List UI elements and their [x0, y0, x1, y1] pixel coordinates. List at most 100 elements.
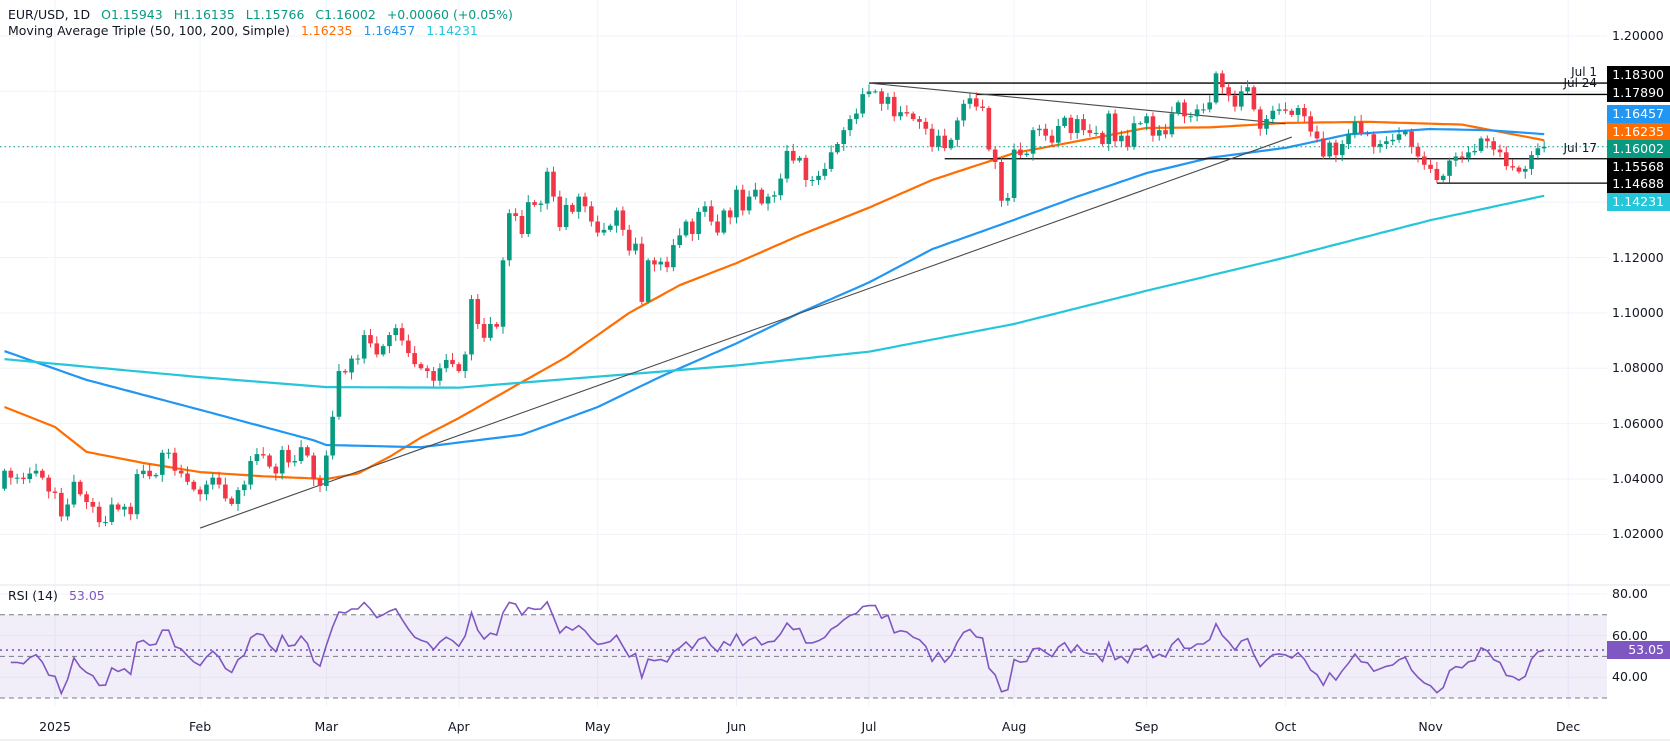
candle-body [519, 215, 525, 234]
candle-body [84, 494, 89, 503]
candle-body [702, 206, 708, 212]
candle-body [115, 504, 121, 510]
symbol-label[interactable]: EUR/USD, 1D [8, 7, 91, 22]
candle [513, 208, 518, 221]
candle [204, 480, 209, 501]
candle-body [1081, 119, 1086, 131]
candle-body [1466, 152, 1471, 158]
candle [910, 111, 916, 122]
candle [475, 294, 481, 329]
candle-body [1358, 121, 1364, 133]
candle [77, 479, 83, 497]
candle-body [481, 323, 487, 338]
candle-body [1522, 168, 1528, 172]
candle [159, 449, 165, 482]
candle [1409, 128, 1414, 154]
candle [1276, 103, 1282, 115]
candle [65, 498, 70, 521]
ma-title[interactable]: Moving Average Triple (50, 100, 200, Sim… [8, 23, 290, 38]
candle-body [1207, 102, 1213, 110]
candle [873, 89, 878, 94]
candle-body [1156, 130, 1162, 136]
candle-body [8, 470, 14, 478]
candle-body [1087, 130, 1093, 133]
candle [399, 323, 405, 346]
candle [658, 257, 664, 271]
candle [532, 200, 537, 207]
candle-body [286, 449, 291, 463]
candle-body [1346, 134, 1351, 144]
candle [589, 201, 594, 227]
candle-body [589, 206, 594, 222]
candle-body [1434, 168, 1440, 180]
candle [27, 467, 33, 484]
candle-body [1510, 166, 1515, 168]
candle [885, 92, 891, 110]
time-axis-label: Jun [726, 719, 747, 734]
candle [1321, 131, 1326, 160]
candle-body [1491, 141, 1496, 150]
candle [1365, 130, 1370, 137]
symbol-legend: EUR/USD, 1D O1.15943 H1.16135 L1.15766 C… [8, 7, 520, 22]
candle-body [90, 502, 96, 507]
candle-body [1403, 131, 1408, 135]
candle [96, 501, 102, 528]
candle-body [664, 261, 670, 268]
candle [1062, 115, 1067, 128]
candle-body [456, 364, 462, 372]
candle-body [361, 335, 367, 359]
candle [172, 447, 178, 476]
candle-body [204, 484, 209, 495]
candle-body [917, 119, 922, 122]
rsi-axis-label: 80.00 [1612, 586, 1648, 601]
candle-body [324, 455, 329, 486]
candle [305, 445, 310, 458]
candle [1131, 116, 1137, 150]
candle-body [1472, 150, 1478, 153]
ma-legend: Moving Average Triple (50, 100, 200, Sim… [8, 23, 485, 38]
time-axis-label: May [584, 719, 611, 734]
candle [494, 321, 499, 329]
candle [229, 496, 234, 506]
candle [1371, 131, 1377, 154]
candle-body [929, 128, 935, 147]
candle-body [860, 94, 865, 114]
candle [891, 91, 897, 122]
candle [235, 487, 241, 511]
candle-body [507, 213, 512, 261]
candle [607, 223, 613, 232]
candle-body [71, 481, 77, 505]
candle-body [1106, 113, 1112, 144]
price-axis-label: 1.10000 [1612, 304, 1664, 320]
candle-body [746, 196, 752, 211]
candle-body [2, 470, 7, 489]
time-axis-label: 2025 [39, 719, 71, 734]
candle [671, 239, 676, 272]
candle [1055, 118, 1061, 146]
candle-body [1201, 109, 1206, 111]
candle [1125, 129, 1130, 151]
candle [456, 362, 462, 374]
rsi-pane [0, 600, 1607, 696]
candle-body [1049, 135, 1055, 143]
candle-body [450, 359, 455, 365]
candle [368, 329, 373, 348]
trendline[interactable] [199, 136, 1292, 529]
candle-body [153, 474, 159, 477]
candle-body [103, 521, 108, 523]
candle [1119, 130, 1124, 147]
candle-body [172, 452, 178, 471]
trendline[interactable] [868, 82, 1286, 125]
rsi-title[interactable]: RSI (14) [8, 588, 58, 603]
candle-body [368, 335, 373, 344]
drawings[interactable] [0, 82, 1607, 529]
time-axis-label: Aug [1001, 719, 1027, 734]
candle [380, 344, 386, 357]
candle [1346, 129, 1351, 149]
candle [639, 236, 645, 305]
candle-body [128, 506, 134, 515]
candle [1074, 115, 1080, 139]
candle-body [532, 202, 537, 205]
candle [1194, 104, 1200, 122]
